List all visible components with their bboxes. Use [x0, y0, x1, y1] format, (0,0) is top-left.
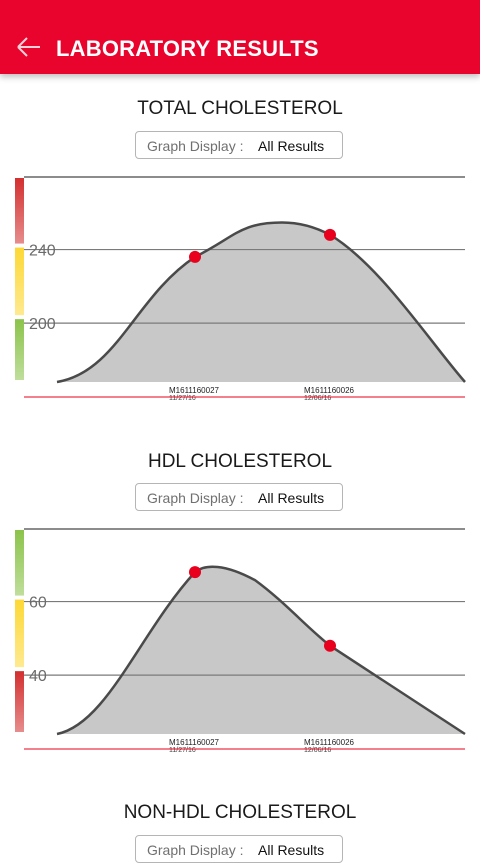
y-tick-label: 40 — [29, 668, 47, 685]
graph-display-value: All Results — [258, 490, 325, 506]
range-zone-green — [15, 319, 24, 380]
graph-display-select-hdl[interactable]: Graph Display : All Results — [135, 483, 343, 511]
data-point — [189, 250, 201, 263]
range-zone-yellow — [15, 247, 24, 316]
graph-display-value: All Results — [258, 842, 325, 858]
x-tick-label-id: M1611160026 — [304, 738, 355, 747]
x-tick-label-date: 12/06/16 — [304, 395, 331, 402]
section-title-total-cholesterol: TOTAL CHOLESTEROL — [137, 98, 343, 119]
graph-display-value: All Results — [258, 138, 325, 154]
x-tick-label-date: 12/06/16 — [304, 747, 331, 754]
hdl-cholesterol-chart: 40 60 M1611160027 11/27/16 M1611160026 12/06/… — [0, 524, 480, 756]
series-area — [57, 566, 465, 734]
y-tick-label: 240 — [29, 243, 56, 260]
arrow-left-icon — [17, 37, 40, 57]
graph-display-select-total[interactable]: Graph Display : All Results — [135, 131, 343, 159]
section-title-hdl-cholesterol: HDL CHOLESTEROL — [147, 451, 333, 472]
range-zone-red — [15, 178, 24, 244]
section-title-non-hdl-cholesterol: NON-HDL CHOLESTEROL — [123, 802, 357, 823]
x-tick-label-date: 11/27/16 — [169, 395, 196, 402]
range-zone-yellow — [15, 599, 24, 668]
graph-display-label: Graph Display : — [147, 138, 244, 154]
data-point — [324, 639, 336, 652]
x-tick-label-id: M1611160027 — [169, 738, 220, 747]
graph-display-label: Graph Display : — [147, 490, 244, 506]
range-zone-green — [15, 530, 24, 596]
series-line — [56, 565, 466, 736]
graph-display-select-non-hdl[interactable]: Graph Display : All Results — [135, 835, 343, 863]
back-button[interactable] — [12, 30, 46, 64]
graph-display-label: Graph Display : — [147, 842, 244, 858]
series-area — [57, 222, 465, 382]
y-tick-label: 60 — [29, 595, 47, 612]
data-point — [324, 228, 336, 241]
data-point — [189, 566, 201, 579]
page-title: LABORATORY RESULTS — [56, 36, 319, 61]
y-tick-label: 200 — [29, 316, 56, 333]
x-tick-label-date: 11/27/16 — [169, 747, 196, 754]
x-tick-label-id: M1611160026 — [304, 386, 355, 395]
range-zone-red — [15, 671, 24, 732]
app-header: LABORATORY RESULTS — [0, 0, 480, 74]
total-cholesterol-chart: 200 240 M1611160027 11/27/16 M1611160026 12/0… — [0, 172, 480, 404]
series-line — [56, 221, 466, 384]
x-tick-label-id: M1611160027 — [169, 386, 220, 395]
